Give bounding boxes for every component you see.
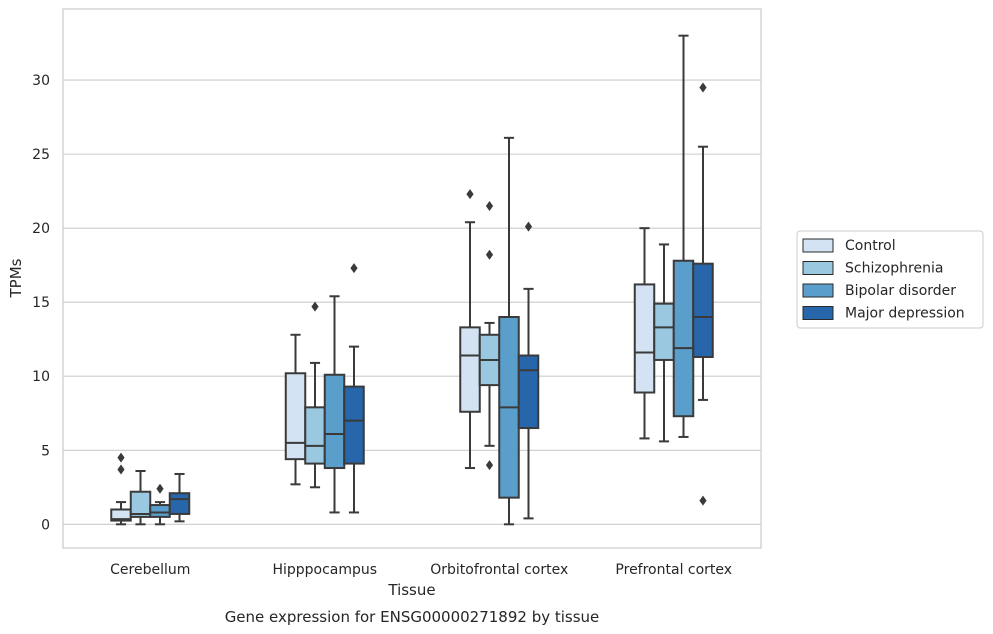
box-iqr [672,259,695,418]
figure-caption: Gene expression for ENSG00000271892 by t… [225,608,600,626]
legend-label: Schizophrenia [845,261,943,277]
x-axis-title: Tissue [387,581,435,599]
outlier-point [485,460,494,471]
box-iqr [343,385,365,465]
outlier-point [485,200,494,211]
legend-swatch [802,238,834,253]
legend-label: Bipolar disorder [845,283,956,299]
box-iqr [304,406,326,465]
plot-frame [62,8,762,549]
box-iqr [168,492,191,515]
outlier-point [117,452,125,463]
outlier-point [350,263,358,274]
legend-label: Control [845,238,896,254]
x-tick-label: Prefrontal cortex [615,562,732,578]
legend-swatch [802,261,834,275]
x-tick-label: Cerebellum [110,562,190,578]
box-iqr [633,283,656,394]
outlier-point [485,249,494,260]
y-tick-label: 5 [41,443,50,459]
outlier-point [311,301,319,312]
x-axis-ticks: Cerebellum Hipppocampus Orbitofrontal cort… [110,562,732,578]
legend-swatch [802,306,834,320]
box-iqr [653,302,675,361]
box-iqr [149,504,171,518]
legend-frame [796,230,984,329]
legend: Control Schizophrenia Bipolar disorder Majo… [796,230,984,329]
grid-lines [63,79,761,525]
box-iqr [323,373,346,470]
y-tick-label: 25 [32,147,50,163]
y-axis-ticks: 0 5 10 15 20 25 30 [32,73,50,533]
legend-swatch [802,283,834,298]
y-tick-label: 30 [32,73,50,89]
outlier-point [699,82,707,93]
y-tick-label: 15 [32,295,50,311]
outlier-point [699,495,707,506]
legend-label: Major depression [845,306,965,322]
y-axis-title: TPMs [7,258,25,298]
box-iqr [517,354,540,430]
y-tick-label: 20 [32,221,50,237]
y-tick-label: 0 [41,517,50,533]
outlier-point [117,464,125,475]
x-tick-label: Orbitofrontal cortex [430,562,568,578]
x-tick-label: Hipppocampus [272,562,377,578]
box-iqr [459,326,481,413]
y-tick-label: 10 [32,369,50,385]
outlier-point [466,189,474,200]
plot-background [63,9,761,548]
outlier-point [156,483,164,494]
box-iqr [284,372,307,461]
boxes-layer [110,34,714,526]
box-iqr [692,262,714,358]
outlier-point [524,221,533,232]
